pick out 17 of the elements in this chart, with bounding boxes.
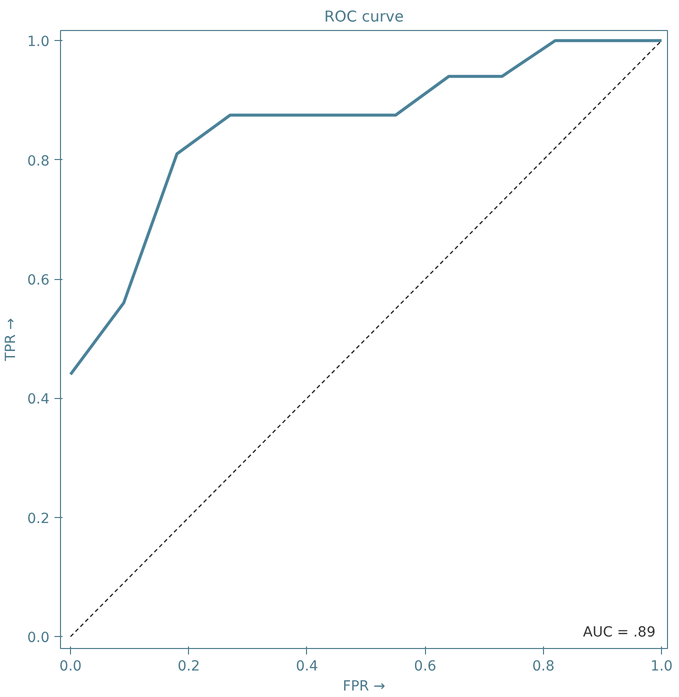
x-tick-label: 0.4 (296, 658, 318, 674)
x-axis-title: FPR → (342, 678, 386, 694)
x-tick-label: 1.0 (650, 658, 673, 674)
y-tick-label: 0.8 (27, 153, 50, 170)
chart-title: ROC curve (324, 8, 404, 26)
y-tick-label: 0.0 (27, 630, 50, 646)
y-tick-label: 0.6 (27, 272, 50, 289)
line-series (69, 39, 664, 376)
y-tick-label: 1.0 (27, 34, 50, 50)
x-tick-label: 0.2 (178, 658, 200, 674)
y-tick-label: 0.4 (27, 392, 50, 408)
x-tick-label: 0.8 (532, 658, 555, 674)
y-tick-label: 0.2 (27, 510, 50, 527)
annotation: AUC = .89 (583, 624, 656, 640)
x-tick-label: 0.6 (414, 658, 436, 674)
x-tick-label: 0.0 (59, 658, 82, 674)
y-axis-title: TPR → (3, 318, 20, 362)
